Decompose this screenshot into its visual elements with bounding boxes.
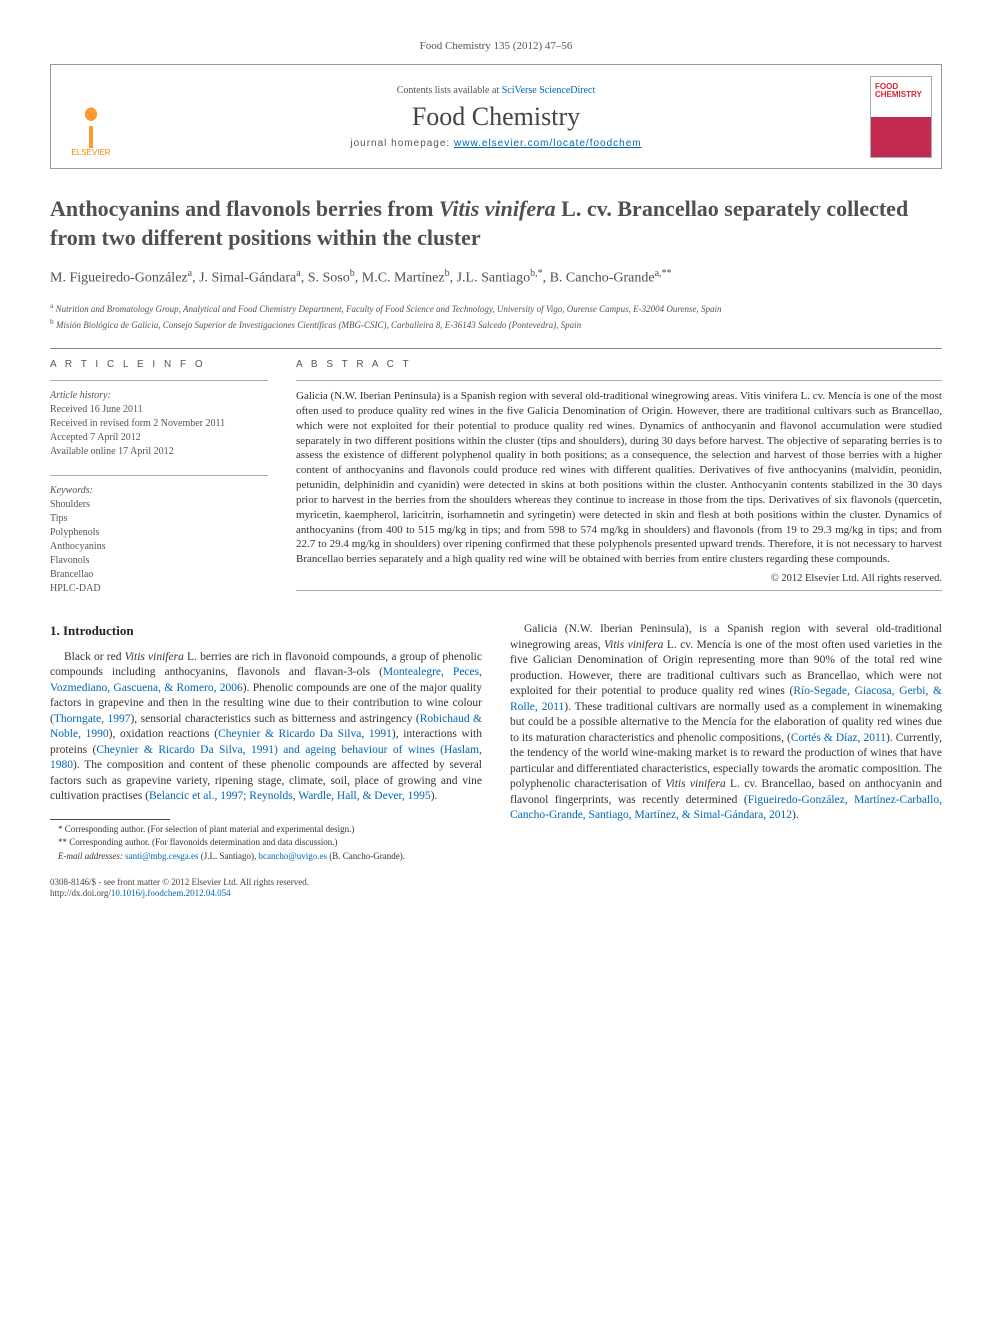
page: Food Chemistry 135 (2012) 47–56 ELSEVIER… xyxy=(0,0,992,940)
publisher-name: ELSEVIER xyxy=(71,148,110,157)
keyword: Shoulders xyxy=(50,498,268,512)
intro-paragraph-1: Black or red Vitis vinifera L. berries a… xyxy=(50,650,482,805)
journal-reference: Food Chemistry 135 (2012) 47–56 xyxy=(50,40,942,52)
copyright-line: © 2012 Elsevier Ltd. All rights reserved… xyxy=(296,573,942,584)
doi-link[interactable]: 10.1016/j.foodchem.2012.04.054 xyxy=(111,888,231,898)
info-abstract-row: A R T I C L E I N F O Article history: R… xyxy=(50,359,942,596)
affiliation: a Nutrition and Bromatology Group, Analy… xyxy=(50,301,942,316)
history-line: Received in revised form 2 November 2011 xyxy=(50,417,268,431)
abstract-column: A B S T R A C T Galicia (N.W. Iberian Pe… xyxy=(296,359,942,596)
email-label: E-mail addresses: xyxy=(58,851,125,861)
abs-bottom-rule xyxy=(296,590,942,591)
homepage-prefix: journal homepage: xyxy=(350,138,454,149)
affiliations: a Nutrition and Bromatology Group, Analy… xyxy=(50,301,942,332)
text: ). xyxy=(431,790,438,802)
italic-species: Vitis vinifera xyxy=(125,651,184,663)
contents-line: Contents lists available at SciVerse Sci… xyxy=(397,85,596,96)
homepage-line: journal homepage: www.elsevier.com/locat… xyxy=(350,138,641,149)
footnote-corresponding-2: ** Corresponding author. (For flavonoids… xyxy=(50,837,482,849)
history-line: Available online 17 April 2012 xyxy=(50,445,268,459)
author-list: M. Figueiredo-Gonzáleza, J. Simal-Gándar… xyxy=(50,266,942,289)
italic-species: Vitis vinifera xyxy=(665,778,725,790)
doi-line: http://dx.doi.org/10.1016/j.foodchem.201… xyxy=(50,888,942,900)
article-title: Anthocyanins and flavonols berries from … xyxy=(50,195,942,252)
elsevier-tree-icon xyxy=(67,96,115,148)
citation-link[interactable]: Cortés & Díaz, 2011 xyxy=(791,732,886,744)
doi-prefix: http://dx.doi.org/ xyxy=(50,888,111,898)
journal-name: Food Chemistry xyxy=(412,102,580,132)
cover-thumbnail: FOOD CHEMISTRY xyxy=(870,76,932,158)
text: ), sensorial characteristics such as bit… xyxy=(130,713,419,725)
title-italic: Vitis vinifera xyxy=(439,196,556,221)
info-rule xyxy=(50,380,268,381)
citation-link[interactable]: Belancic et al., 1997; Reynolds, Wardle,… xyxy=(149,790,431,802)
text: (B. Cancho-Grande). xyxy=(327,851,405,861)
kw-rule xyxy=(50,475,268,476)
cover-label: FOOD CHEMISTRY xyxy=(875,83,922,99)
contents-prefix: Contents lists available at xyxy=(397,85,502,96)
email-link[interactable]: bcancho@uvigo.es xyxy=(258,851,327,861)
keyword: Anthocyanins xyxy=(50,540,268,554)
sciencedirect-link[interactable]: SciVerse ScienceDirect xyxy=(502,85,596,96)
citation-link[interactable]: Cheynier & Ricardo Da Silva, 1991 xyxy=(218,728,392,740)
abstract-head: A B S T R A C T xyxy=(296,359,942,370)
keyword: Flavonols xyxy=(50,554,268,568)
article-history: Article history: Received 16 June 2011 R… xyxy=(50,389,268,459)
text: Black or red xyxy=(64,651,125,663)
footnote-emails: E-mail addresses: santi@mbg.cesga.es (J.… xyxy=(50,851,482,863)
title-part-1: Anthocyanins and flavonols berries from xyxy=(50,196,439,221)
elsevier-logo-icon: ELSEVIER xyxy=(61,77,121,157)
journal-header: ELSEVIER Contents lists available at Sci… xyxy=(50,64,942,169)
article-info-column: A R T I C L E I N F O Article history: R… xyxy=(50,359,268,596)
keywords-label: Keywords: xyxy=(50,484,268,498)
keyword: Polyphenols xyxy=(50,526,268,540)
body-columns: 1. Introduction Black or red Vitis vinif… xyxy=(50,622,942,863)
abstract-text: Galicia (N.W. Iberian Peninsula) is a Sp… xyxy=(296,389,942,567)
footnotes: * Corresponding author. (For selection o… xyxy=(50,824,482,863)
italic-species: Vitis vinifera xyxy=(604,639,663,651)
text: ), oxidation reactions ( xyxy=(109,728,218,740)
section-heading-intro: 1. Introduction xyxy=(50,622,482,640)
history-line: Received 16 June 2011 xyxy=(50,403,268,417)
separator-rule xyxy=(50,348,942,349)
affiliation: b Misión Biológica de Galicia, Consejo S… xyxy=(50,317,942,332)
publisher-logo: ELSEVIER xyxy=(51,65,131,168)
email-link[interactable]: santi@mbg.cesga.es xyxy=(125,851,198,861)
bottom-bar: 0308-8146/$ - see front matter © 2012 El… xyxy=(50,877,942,900)
keyword: Brancellao xyxy=(50,568,268,582)
homepage-link[interactable]: www.elsevier.com/locate/foodchem xyxy=(454,138,642,149)
header-center: Contents lists available at SciVerse Sci… xyxy=(131,65,861,168)
history-label: Article history: xyxy=(50,389,268,403)
history-line: Accepted 7 April 2012 xyxy=(50,431,268,445)
citation-link[interactable]: Thorngate, 1997 xyxy=(54,713,131,725)
keyword: HPLC-DAD xyxy=(50,582,268,596)
keyword: Tips xyxy=(50,512,268,526)
front-matter-line: 0308-8146/$ - see front matter © 2012 El… xyxy=(50,877,942,889)
text: ). xyxy=(792,809,799,821)
article-info-head: A R T I C L E I N F O xyxy=(50,359,268,370)
intro-paragraph-2: Galicia (N.W. Iberian Peninsula), is a S… xyxy=(510,622,942,824)
keywords-block: Keywords: Shoulders Tips Polyphenols Ant… xyxy=(50,484,268,596)
cover-label-2: CHEMISTRY xyxy=(875,90,922,99)
footnote-rule xyxy=(50,819,170,820)
cover-thumbnail-wrap: FOOD CHEMISTRY xyxy=(861,65,941,168)
footnote-corresponding-1: * Corresponding author. (For selection o… xyxy=(50,824,482,836)
abs-rule xyxy=(296,380,942,381)
text: (J.L. Santiago), xyxy=(198,851,258,861)
